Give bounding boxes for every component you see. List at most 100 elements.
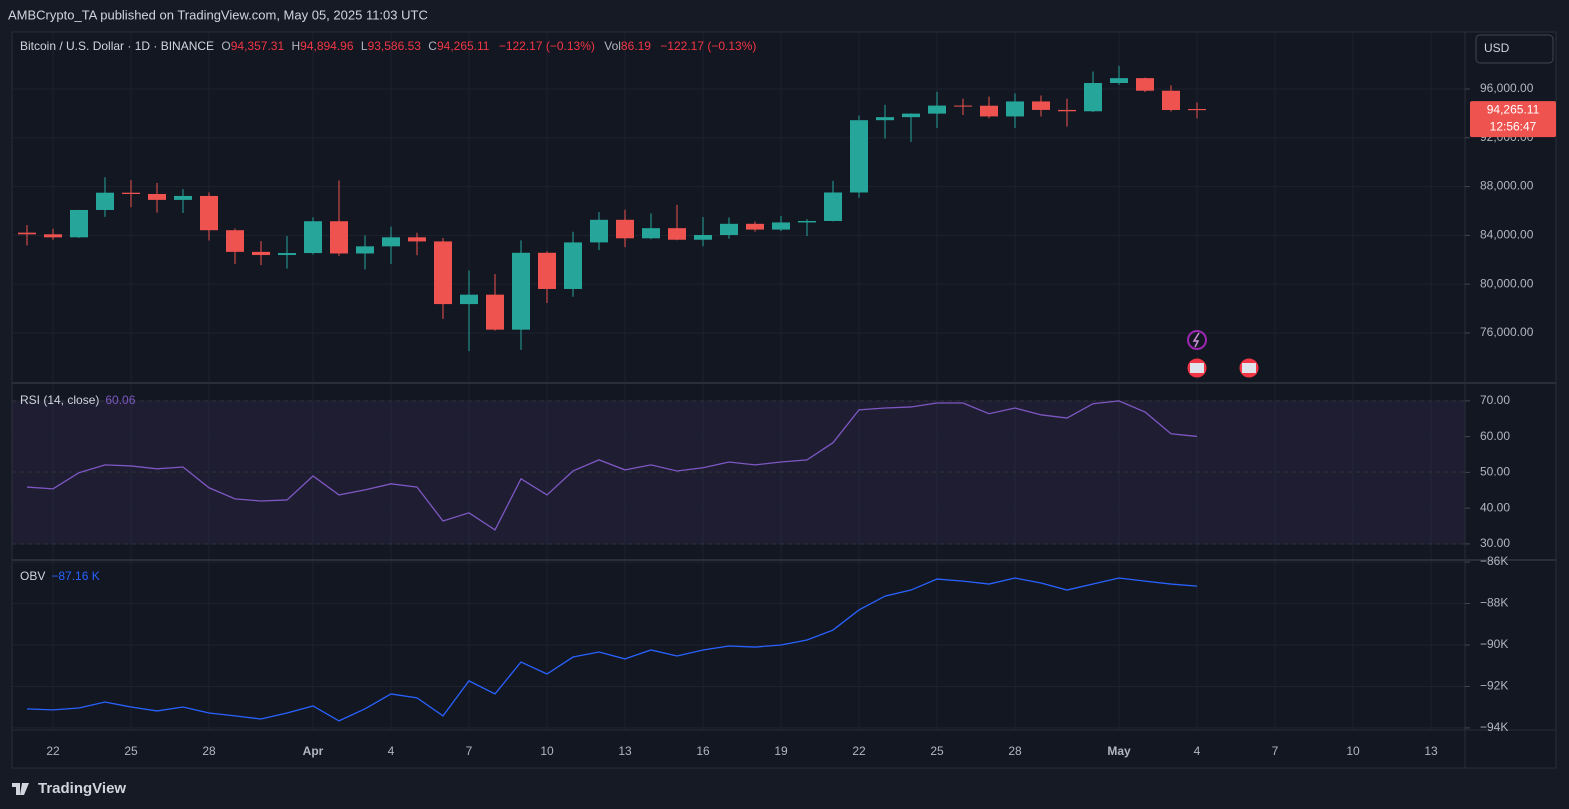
y-tick-label: 50.00 <box>1480 465 1510 479</box>
volume: 86.19 <box>621 39 651 53</box>
legend: Bitcoin / U.S. Dollar · 1D · BINANCE O94… <box>20 39 756 53</box>
rsi-legend: RSI (14, close) 60.06 <box>20 393 136 407</box>
last-price: 94,265.11 <box>1487 102 1540 116</box>
candle-body <box>590 219 608 243</box>
y-tick-label: 88,000.00 <box>1480 179 1534 193</box>
grid <box>12 32 1465 730</box>
candle-body <box>642 228 660 239</box>
y-tick-label: 84,000.00 <box>1480 228 1534 242</box>
candle-body <box>668 228 686 240</box>
price-tag <box>1470 101 1556 138</box>
y-tick-label: −88K <box>1480 596 1508 610</box>
volume-change: −122.17 (−0.13%) <box>660 39 756 53</box>
x-tick-label: 16 <box>696 744 710 758</box>
brand-logo <box>12 783 29 795</box>
candle-body <box>1058 109 1076 112</box>
candle-body <box>512 252 530 330</box>
obv-title: OBV <box>20 569 45 583</box>
candle-body <box>616 219 634 239</box>
ohlc-label: C <box>428 39 437 53</box>
candle-body <box>720 223 738 236</box>
y-tick-label: 70.00 <box>1480 393 1510 407</box>
ohlc-value: 94,357.31 <box>231 39 285 53</box>
y-tick-label: −92K <box>1480 679 1508 693</box>
candle-body <box>798 220 816 223</box>
volume-label: Vol <box>604 39 621 53</box>
candle-body <box>980 105 998 117</box>
candle-body <box>486 294 504 330</box>
x-tick-label: 13 <box>618 744 632 758</box>
x-tick-label: 4 <box>388 744 395 758</box>
event-icon[interactable] <box>1187 330 1207 350</box>
x-tick-label: Apr <box>303 744 324 758</box>
y-tick-label: 60.00 <box>1480 429 1510 443</box>
candle-body <box>1110 78 1128 84</box>
candle-body <box>408 237 426 242</box>
candle-body <box>876 117 894 121</box>
candle-body <box>96 192 114 210</box>
candle-body <box>304 221 322 254</box>
currency[interactable]: USD <box>1484 41 1510 55</box>
candle-body <box>850 120 868 193</box>
rsi-title: RSI (14, close) <box>20 393 99 407</box>
candle-body <box>44 234 62 238</box>
y-tick-label: 76,000.00 <box>1480 325 1534 339</box>
indicator-line <box>26 577 1198 722</box>
currency-button[interactable] <box>1475 34 1554 64</box>
flag-icon <box>1190 363 1204 373</box>
x-tick-label: 22 <box>46 744 60 758</box>
candle-body <box>148 193 166 200</box>
candle-body <box>356 246 374 254</box>
candle-body <box>694 235 712 240</box>
candle-body <box>902 113 920 118</box>
ohlc-label: O <box>221 39 230 53</box>
candle-body <box>1136 78 1154 91</box>
candle-body <box>18 232 36 235</box>
x-tick-label: 25 <box>124 744 138 758</box>
event-icons[interactable] <box>1186 330 1260 379</box>
ohlc-value: 94,265.11 <box>437 39 490 53</box>
candle-body <box>824 192 842 221</box>
ohlc-value: 93,586.53 <box>368 39 422 53</box>
x-tick-label: 25 <box>930 744 944 758</box>
x-tick-label: 10 <box>1346 744 1360 758</box>
y-tick-label: 80,000.00 <box>1480 276 1534 290</box>
candle-body <box>928 105 946 114</box>
candle-body <box>434 241 452 305</box>
obv-last-value: −87.16 K <box>51 569 99 583</box>
x-tick-label: 7 <box>466 744 473 758</box>
candle-body <box>1032 101 1050 110</box>
x-tick-label: 4 <box>1194 744 1201 758</box>
ohlc-value: 94,894.96 <box>300 39 354 53</box>
y-tick-label: −86K <box>1480 554 1508 568</box>
y-tick-label: −90K <box>1480 637 1508 651</box>
brand: TradingView <box>38 780 126 797</box>
x-tick-label: 28 <box>202 744 216 758</box>
y-tick-label: 40.00 <box>1480 500 1510 514</box>
countdown: 12:56:47 <box>1490 119 1537 133</box>
x-tick-label: 10 <box>540 744 554 758</box>
candle-body <box>226 230 244 252</box>
candle-body <box>564 242 582 289</box>
y-tick-label: −94K <box>1480 720 1508 734</box>
candle-body <box>1084 83 1102 112</box>
y-tick-label: 96,000.00 <box>1480 81 1534 95</box>
candle-body <box>772 222 790 230</box>
change: −122.17 (−0.13%) <box>499 39 595 53</box>
event-icon-bolt <box>1192 332 1200 348</box>
x-tick-label: 7 <box>1272 744 1279 758</box>
publisher: AMBCrypto_TA published on TradingView.co… <box>8 7 428 22</box>
candle-body <box>1006 101 1024 117</box>
obv-legend: OBV −87.16 K <box>20 569 100 583</box>
candle-body <box>330 221 348 254</box>
x-tick-label: 13 <box>1424 744 1438 758</box>
ohlc-label: L <box>361 39 368 53</box>
candle-body <box>70 209 88 238</box>
x-tick-label: 28 <box>1008 744 1022 758</box>
y-tick-label: 30.00 <box>1480 536 1510 550</box>
candle-body <box>382 237 400 247</box>
candle-body <box>278 253 296 256</box>
rsi-last-value: 60.06 <box>105 393 135 407</box>
